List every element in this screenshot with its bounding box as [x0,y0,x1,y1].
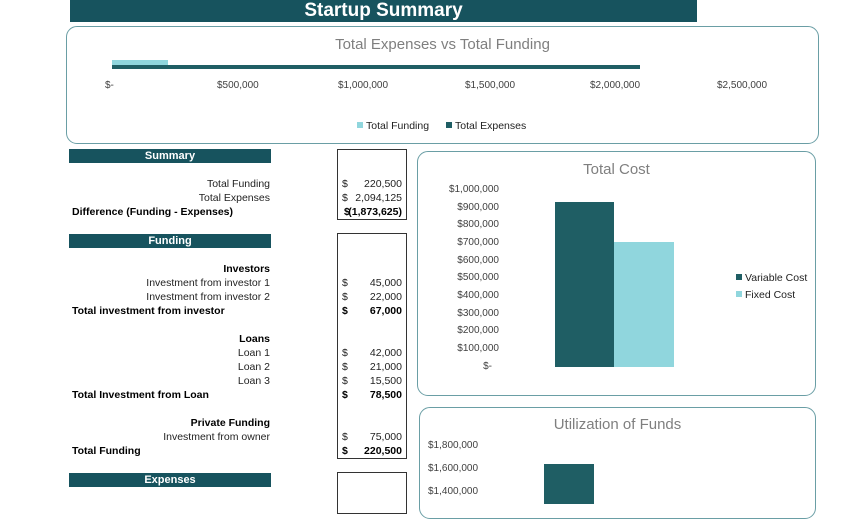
y-tick: $500,000 [457,272,499,283]
funding-header: Funding [69,234,271,248]
label-loan-3: Loan 3 [237,375,270,387]
y-tick: $400,000 [457,290,499,301]
summary-values-box [337,149,407,220]
label-total-funding-final: Total Funding [72,445,141,457]
label-investor-1: Investment from investor 1 [146,277,270,289]
y-tick: $100,000 [457,343,499,354]
y-tick: $200,000 [457,325,499,336]
label-investors: Investors [223,263,270,275]
legend-total-funding: Total Funding [357,120,429,132]
y-tick: $600,000 [457,255,499,266]
x-tick: $1,500,000 [465,80,516,91]
label-private-funding: Private Funding [190,417,270,429]
label-total-expenses: Total Expenses [198,192,270,204]
chart-title: Total Cost [583,161,650,178]
x-tick: $2,500,000 [717,80,768,91]
expenses-header: Expenses [69,473,271,487]
y-tick: $300,000 [457,308,499,319]
legend-swatch-icon [736,274,742,280]
bar-fixed-cost [614,242,674,367]
label-owner-investment: Investment from owner [163,431,270,443]
legend-swatch-icon [357,122,363,128]
expenses-vs-funding-chart[interactable]: Total Expenses vs Total Funding [66,26,819,144]
y-tick: $1,600,000 [428,463,479,474]
y-tick: $1,800,000 [428,440,479,451]
label-investor-2: Investment from investor 2 [146,291,270,303]
x-tick: $1,000,000 [338,80,389,91]
bar-variable-cost [555,202,614,367]
y-tick: $1,400,000 [428,486,479,497]
label-total-funding: Total Funding [206,178,270,190]
chart-title: Total Expenses vs Total Funding [335,36,550,53]
label-loan-total: Total Investment from Loan [72,389,209,401]
legend-swatch-icon [446,122,452,128]
x-tick: $500,000 [217,80,259,91]
utilization-of-funds-chart[interactable]: Utilization of Funds [419,407,816,519]
y-tick: $700,000 [457,237,499,248]
summary-header: Summary [69,149,271,163]
bar-total-funding [112,60,168,65]
page-title: Startup Summary [70,0,697,22]
bar-total-expenses [112,65,640,69]
chart-title: Utilization of Funds [553,416,682,433]
legend-total-expenses: Total Expenses [446,120,526,132]
expenses-values-box [337,472,407,514]
x-tick: $2,000,000 [590,80,641,91]
funding-values-box [337,233,407,459]
legend-fixed-cost: Fixed Cost [736,289,795,301]
y-tick: $1,000,000 [448,184,499,195]
label-difference: Difference (Funding - Expenses) [72,206,234,218]
label-investor-total: Total investment from investor [72,305,225,317]
label-loan-2: Loan 2 [237,361,270,373]
legend-variable-cost: Variable Cost [736,272,807,284]
label-loan-1: Loan 1 [237,347,270,359]
bar-utilization [544,464,594,504]
legend-swatch-icon [736,291,742,297]
y-tick: $900,000 [457,202,499,213]
x-tick: $- [105,80,114,91]
y-tick: $- [483,361,492,372]
label-loans: Loans [239,333,270,345]
y-tick: $800,000 [457,219,499,230]
